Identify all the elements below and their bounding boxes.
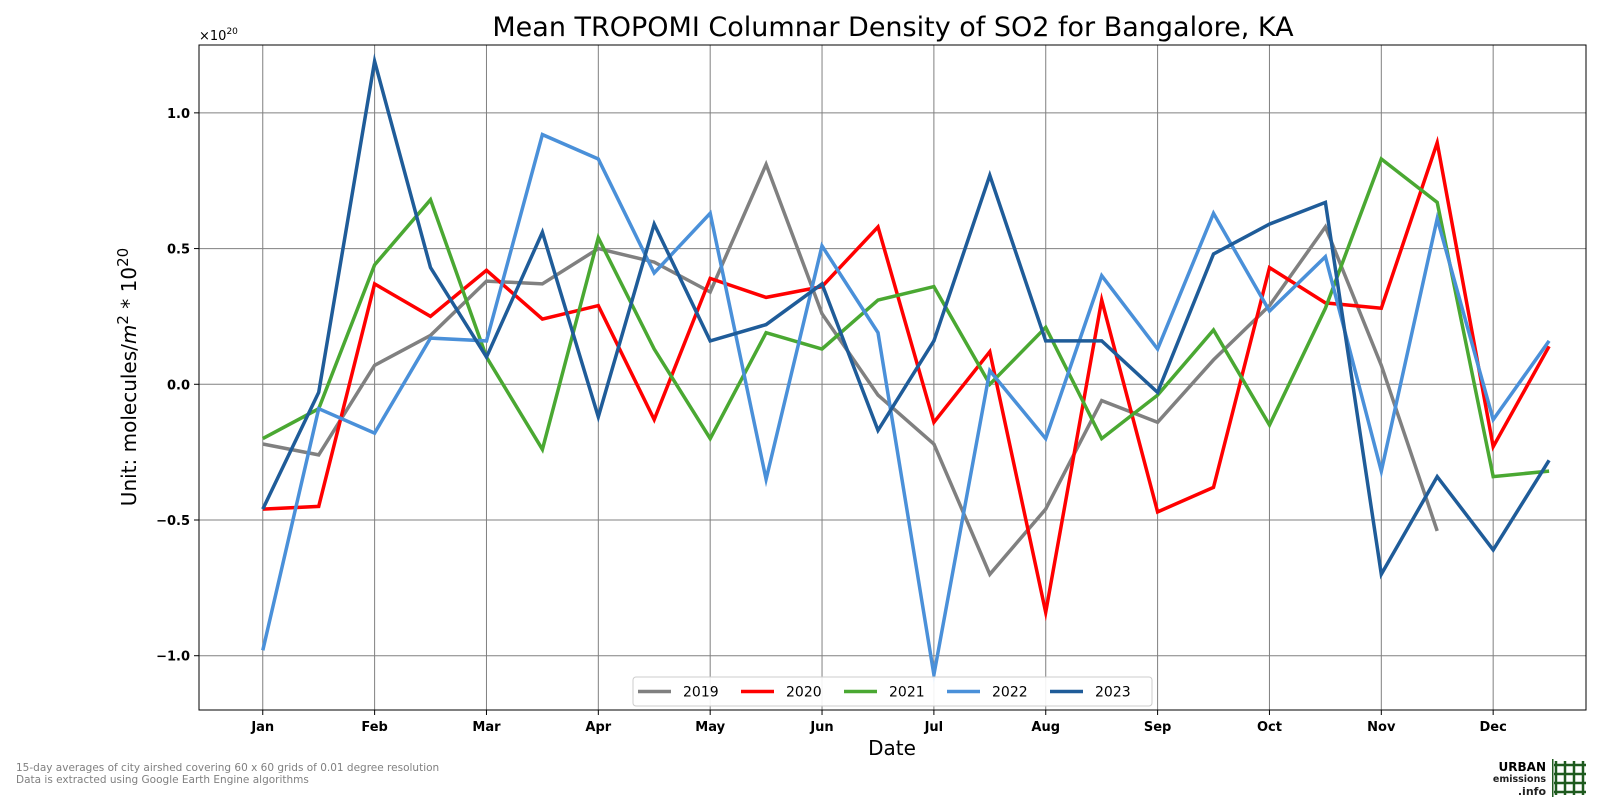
x-tick-label: Oct: [1257, 720, 1282, 735]
x-tick-label: Aug: [1031, 720, 1060, 735]
y-ticks: −1.0 −0.5 0.0 0.5 1.0: [156, 107, 199, 665]
y-tick-label: 0.5: [167, 243, 190, 258]
x-tick-label: May: [695, 720, 725, 735]
x-tick-label: Mar: [472, 720, 501, 735]
x-tick-label: Sep: [1144, 720, 1172, 735]
legend-box: [632, 676, 1153, 707]
x-tick-label: Nov: [1367, 720, 1396, 735]
legend: 2019 2020 2021 2022 2023: [632, 676, 1153, 707]
legend-label-2023: 2023: [1095, 685, 1131, 701]
x-tick-label: Feb: [361, 720, 387, 735]
legend-label-2022: 2022: [992, 685, 1028, 701]
y-tick-label: −1.0: [156, 650, 190, 665]
logo-word-emissions: emissions: [1492, 774, 1546, 785]
legend-label-2019: 2019: [683, 685, 719, 701]
series-line-2020: [262, 135, 1551, 622]
chart-title: Mean TROPOMI Columnar Density of SO2 for…: [492, 12, 1294, 43]
axis-multiplier: ×1020: [199, 27, 238, 44]
footnote-line-1: 15-day averages of city airshed covering…: [16, 762, 440, 774]
y-axis-label: Unit: molecules/m2 * 1020: [114, 248, 141, 506]
grid-logo-icon: [1552, 759, 1586, 797]
logo-word-info: .info: [1517, 785, 1546, 798]
x-ticks: Jan Feb Mar Apr May Jun Jul Aug Sep Oct Nov Dec: [250, 710, 1507, 735]
series-line-2021: [261, 156, 1550, 479]
y-tick-label: −0.5: [156, 514, 190, 529]
x-axis-label: Date: [868, 736, 916, 760]
logo-word-urban: URBAN: [1498, 760, 1546, 774]
x-tick-label: Jun: [809, 720, 833, 735]
x-tick-label: Jul: [924, 720, 944, 735]
legend-label-2020: 2020: [786, 685, 822, 701]
y-tick-label: 1.0: [167, 107, 190, 122]
y-tick-label: 0.0: [167, 378, 190, 393]
series-lines: [261, 53, 1551, 685]
footnote-line-2: Data is extracted using Google Earth Eng…: [16, 774, 309, 786]
series-line-2023: [261, 53, 1551, 580]
legend-label-2021: 2021: [889, 685, 925, 701]
x-tick-label: Jan: [250, 720, 274, 735]
gridlines: [199, 45, 1586, 710]
x-tick-label: Dec: [1479, 720, 1506, 735]
urbanemissions-logo: URBAN emissions .info: [1480, 758, 1590, 798]
plot-area-frame: [198, 44, 1587, 711]
x-tick-label: Apr: [585, 720, 611, 735]
